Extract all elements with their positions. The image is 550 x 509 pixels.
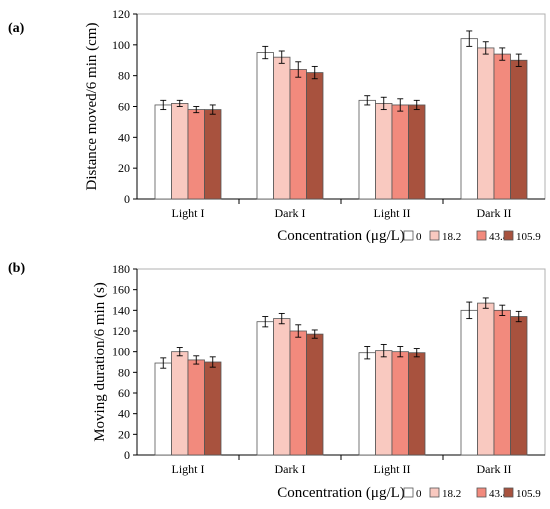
bar — [306, 333, 324, 456]
y-tick-label: 40 — [118, 130, 130, 144]
bar — [256, 321, 274, 456]
x-tick-label: Light II — [374, 206, 411, 220]
x-tick-label: Dark I — [275, 462, 306, 476]
y-tick-label: 100 — [112, 345, 130, 359]
x-tick-label: Dark II — [477, 462, 512, 476]
y-tick-label: 40 — [118, 407, 130, 421]
bar — [460, 38, 478, 200]
y-tick-label: 140 — [112, 303, 130, 317]
y-axis-label: Distance moved/6 min (cm) — [84, 23, 100, 191]
bar — [408, 104, 426, 200]
y-tick-label: 60 — [118, 386, 130, 400]
bar — [358, 99, 376, 200]
bar — [273, 56, 291, 200]
x-tick-label: Light I — [172, 206, 205, 220]
bar — [154, 362, 172, 456]
legend-label: 18.2 — [442, 488, 461, 500]
chart-panel-a: (a) 0 20 40 60 80 100 120 Distance moved/6 min (… — [8, 7, 546, 244]
y-tick-label: 120 — [112, 7, 130, 21]
y-tick-label: 60 — [118, 100, 130, 114]
legend-swatch — [476, 230, 487, 241]
x-tick-label: Light II — [374, 462, 411, 476]
bar — [171, 351, 189, 456]
legend-swatch — [476, 487, 487, 498]
y-tick-label: 180 — [112, 262, 130, 276]
panel-label: (b) — [8, 261, 25, 276]
legend-swatch — [429, 230, 440, 241]
bar — [204, 361, 222, 456]
legend-label: 18.2 — [442, 231, 461, 243]
bar — [306, 72, 324, 200]
bar — [289, 69, 307, 200]
bar — [510, 59, 528, 200]
bar — [187, 109, 205, 200]
y-tick-label: 20 — [118, 427, 130, 441]
bar — [289, 330, 307, 456]
bar — [171, 103, 189, 200]
bar — [358, 352, 376, 456]
legend-label: 105.9 — [516, 488, 541, 500]
bar — [154, 104, 172, 200]
legend-swatch — [429, 487, 440, 498]
x-tick-label: Dark I — [275, 206, 306, 220]
bar — [375, 350, 393, 456]
legend-swatch — [503, 487, 514, 498]
legend-swatch — [403, 230, 414, 241]
y-tick-label: 80 — [118, 365, 130, 379]
y-tick-label: 0 — [124, 448, 130, 462]
bar — [408, 352, 426, 456]
legend-label: 105.9 — [516, 231, 541, 243]
bar — [477, 47, 495, 200]
x-axis-label: Concentration (μg/L) — [277, 228, 405, 244]
legend-swatch — [503, 230, 514, 241]
bar — [375, 103, 393, 200]
bar — [204, 109, 222, 200]
bar — [493, 53, 511, 200]
bar — [273, 318, 291, 456]
legend-swatch — [403, 487, 414, 498]
bar — [493, 309, 511, 456]
bar — [460, 309, 478, 456]
y-axis-label: Moving duration/6 min (s) — [92, 282, 108, 442]
chart-panel-b: (b) 0 20 40 60 80 100 120 140 160 180 Moving durati… — [8, 261, 546, 501]
bar — [391, 104, 409, 200]
legend-label: 0 — [416, 488, 422, 500]
panel-label: (a) — [8, 21, 25, 36]
legend-label: 0 — [416, 231, 422, 243]
y-tick-label: 120 — [112, 324, 130, 338]
bar — [391, 351, 409, 456]
y-tick-label: 80 — [118, 69, 130, 83]
bar — [187, 359, 205, 456]
y-tick-label: 100 — [112, 38, 130, 52]
bar — [256, 52, 274, 200]
y-tick-label: 20 — [118, 161, 130, 175]
y-tick-label: 0 — [124, 192, 130, 206]
bar — [477, 302, 495, 456]
x-axis-label: Concentration (μg/L) — [277, 485, 405, 501]
y-tick-label: 160 — [112, 283, 130, 297]
x-tick-label: Light I — [172, 462, 205, 476]
x-tick-label: Dark II — [477, 206, 512, 220]
bar — [510, 316, 528, 456]
